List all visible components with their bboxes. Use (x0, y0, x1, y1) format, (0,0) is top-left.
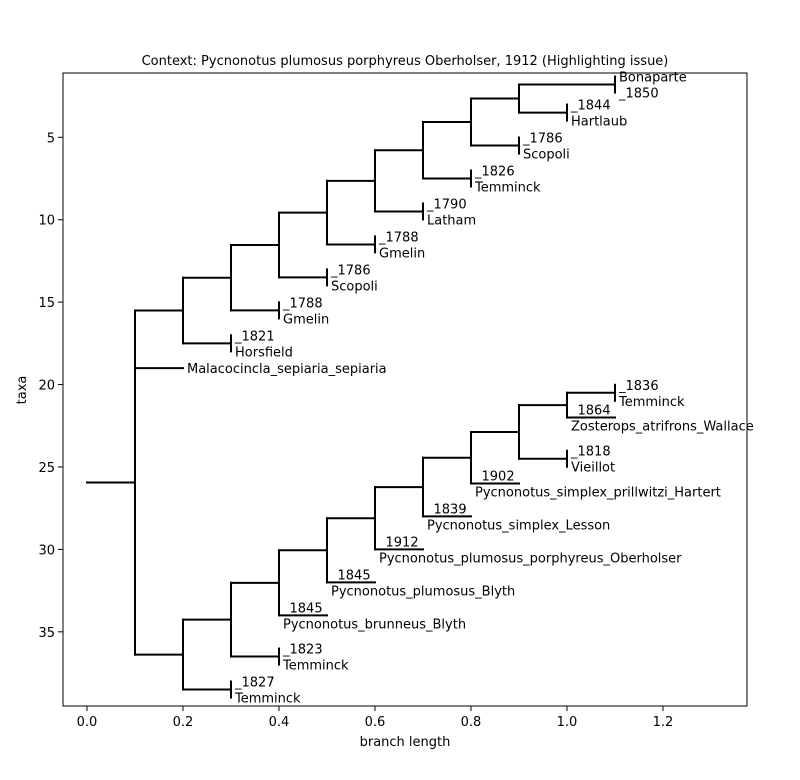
x-tick-label: 0.6 (365, 715, 386, 730)
y-tick-label: 35 (38, 626, 55, 641)
leaf-label: _1786 Scopoli (522, 132, 570, 163)
y-tick-label: 25 (38, 461, 55, 476)
x-tick-label: 0.0 (77, 715, 98, 730)
leaf-label: _1818 Vieillot (570, 445, 615, 476)
leaf-label: _1790 Latham (426, 197, 476, 228)
x-tick-label: 1.0 (557, 715, 578, 730)
y-tick-label: 5 (47, 131, 55, 146)
y-axis-label: taxa (15, 376, 30, 405)
leaf-label: _1836 Temminck (618, 379, 685, 410)
leaf-label: _1786 Scopoli (330, 263, 378, 294)
leaf-label: _1912 Pycnonotus_plumosus_porphyreus_Ober… (378, 535, 682, 566)
leaf-label: _1902 Pycnonotus_simplex_prillwitzi_Harte… (474, 469, 721, 500)
leaf-label: _1864 Zosterops_atrifrons_Wallace (570, 404, 754, 435)
leaf-label: _1823 Temminck (282, 643, 349, 674)
leaf-label: _1845 Pycnonotus_plumosus_Blyth (330, 568, 515, 599)
leaf-label: _1827 Temminck (234, 676, 301, 707)
x-tick-label: 0.4 (269, 715, 290, 730)
leaf-label: _1845 Pycnonotus_brunneus_Blyth (282, 601, 466, 632)
leaf-label: _1788 Gmelin (378, 230, 425, 261)
leaf-labels: Bonaparte _1850_1844 Hartlaub_1786 Scopoli_… (187, 71, 754, 707)
leaf-label: Malacocincla_sepiaria_sepiaria (187, 362, 387, 377)
y-tick-label: 10 (38, 214, 55, 229)
leaf-label: _1821 Horsfield (234, 329, 293, 360)
leaf-label: _1844 Hartlaub (570, 99, 627, 130)
plot-frame (62, 72, 748, 707)
y-tick-label: 30 (38, 543, 55, 558)
tree-branches (86, 75, 616, 699)
leaf-label: _1788 Gmelin (282, 296, 329, 327)
leaf-label: _1839 Pycnonotus_simplex_Lesson (426, 502, 610, 533)
leaf-label: Bonaparte _1850 (618, 71, 687, 102)
x-tick-label: 1.2 (653, 715, 674, 730)
y-axis: 5 10 15 20 25 30 35 (38, 131, 63, 641)
leaf-label: _1826 Temminck (474, 165, 541, 196)
x-axis-label: branch length (360, 735, 451, 750)
y-tick-label: 20 (38, 379, 55, 394)
chart-title: Context: Pycnonotus plumosus porphyreus … (142, 54, 669, 69)
x-axis: 0.0 0.2 0.4 0.6 0.8 1.0 1.2 (77, 706, 674, 730)
x-tick-label: 0.8 (461, 715, 482, 730)
x-tick-label: 0.2 (173, 715, 194, 730)
y-tick-label: 15 (38, 296, 55, 311)
